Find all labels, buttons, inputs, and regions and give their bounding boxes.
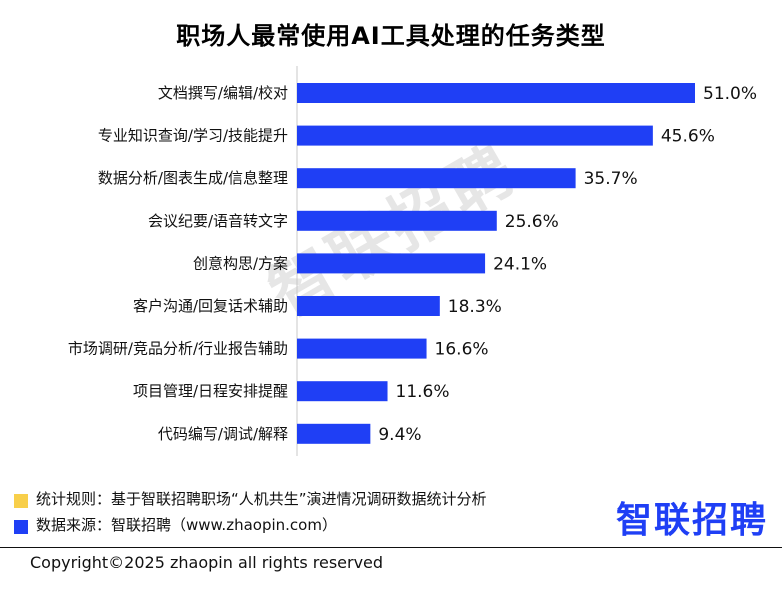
category-label: 项目管理/日程安排提醒: [133, 382, 288, 400]
value-label: 45.6%: [661, 127, 715, 147]
note-stat-rule-text: 统计规则：基于智联招聘职场“人机共生”演进情况调研数据统计分析: [36, 490, 487, 508]
copyright: Copyright©2025 zhaopin all rights reserv…: [30, 553, 384, 572]
note-swatch-blue: [14, 520, 28, 534]
value-label: 25.6%: [505, 212, 559, 232]
category-label: 创意构思/方案: [193, 254, 288, 272]
bar: [297, 423, 371, 444]
category-label: 数据分析/图表生成/信息整理: [98, 169, 288, 187]
bar: [297, 125, 653, 146]
category-label: 会议纪要/语音转文字: [148, 212, 288, 230]
value-label: 11.6%: [396, 382, 450, 402]
bar: [297, 381, 388, 402]
value-label: 16.6%: [435, 340, 489, 360]
value-label: 24.1%: [493, 254, 547, 274]
value-label: 18.3%: [448, 297, 502, 317]
note-data-source: 数据来源：智联招聘（www.zhaopin.com）: [14, 512, 487, 538]
bar: [297, 253, 486, 274]
value-label: 9.4%: [378, 425, 421, 445]
category-label: 专业知识查询/学习/技能提升: [98, 127, 288, 145]
note-stat-rule: 统计规则：基于智联招聘职场“人机共生”演进情况调研数据统计分析: [14, 486, 487, 512]
value-label: 35.7%: [584, 169, 638, 189]
bar: [297, 338, 427, 359]
note-swatch-yellow: [14, 494, 28, 508]
category-label: 文档撰写/编辑/校对: [158, 84, 288, 102]
footer-divider: [0, 547, 782, 548]
brand-logo: 智联招聘: [616, 500, 769, 541]
category-label: 代码编写/调试/解释: [158, 425, 288, 443]
bar-chart: 文档撰写/编辑/校对 51.0% 专业知识查询/学习/技能提升 45.6% 数据分析/图…: [68, 66, 757, 456]
bar: [297, 210, 497, 231]
category-label: 客户沟通/回复话术辅助: [133, 297, 288, 315]
note-data-source-text: 数据来源：智联招聘（www.zhaopin.com）: [36, 516, 337, 534]
category-label: 市场调研/竞品分析/行业报告辅助: [68, 340, 288, 358]
value-label: 51.0%: [703, 84, 757, 104]
bar: [297, 168, 576, 189]
bar: [297, 83, 695, 103]
chart-title: 职场人最常使用AI工具处理的任务类型: [176, 22, 606, 50]
bar: [297, 296, 440, 316]
notes: 统计规则：基于智联招聘职场“人机共生”演进情况调研数据统计分析 数据来源：智联招…: [14, 486, 487, 538]
